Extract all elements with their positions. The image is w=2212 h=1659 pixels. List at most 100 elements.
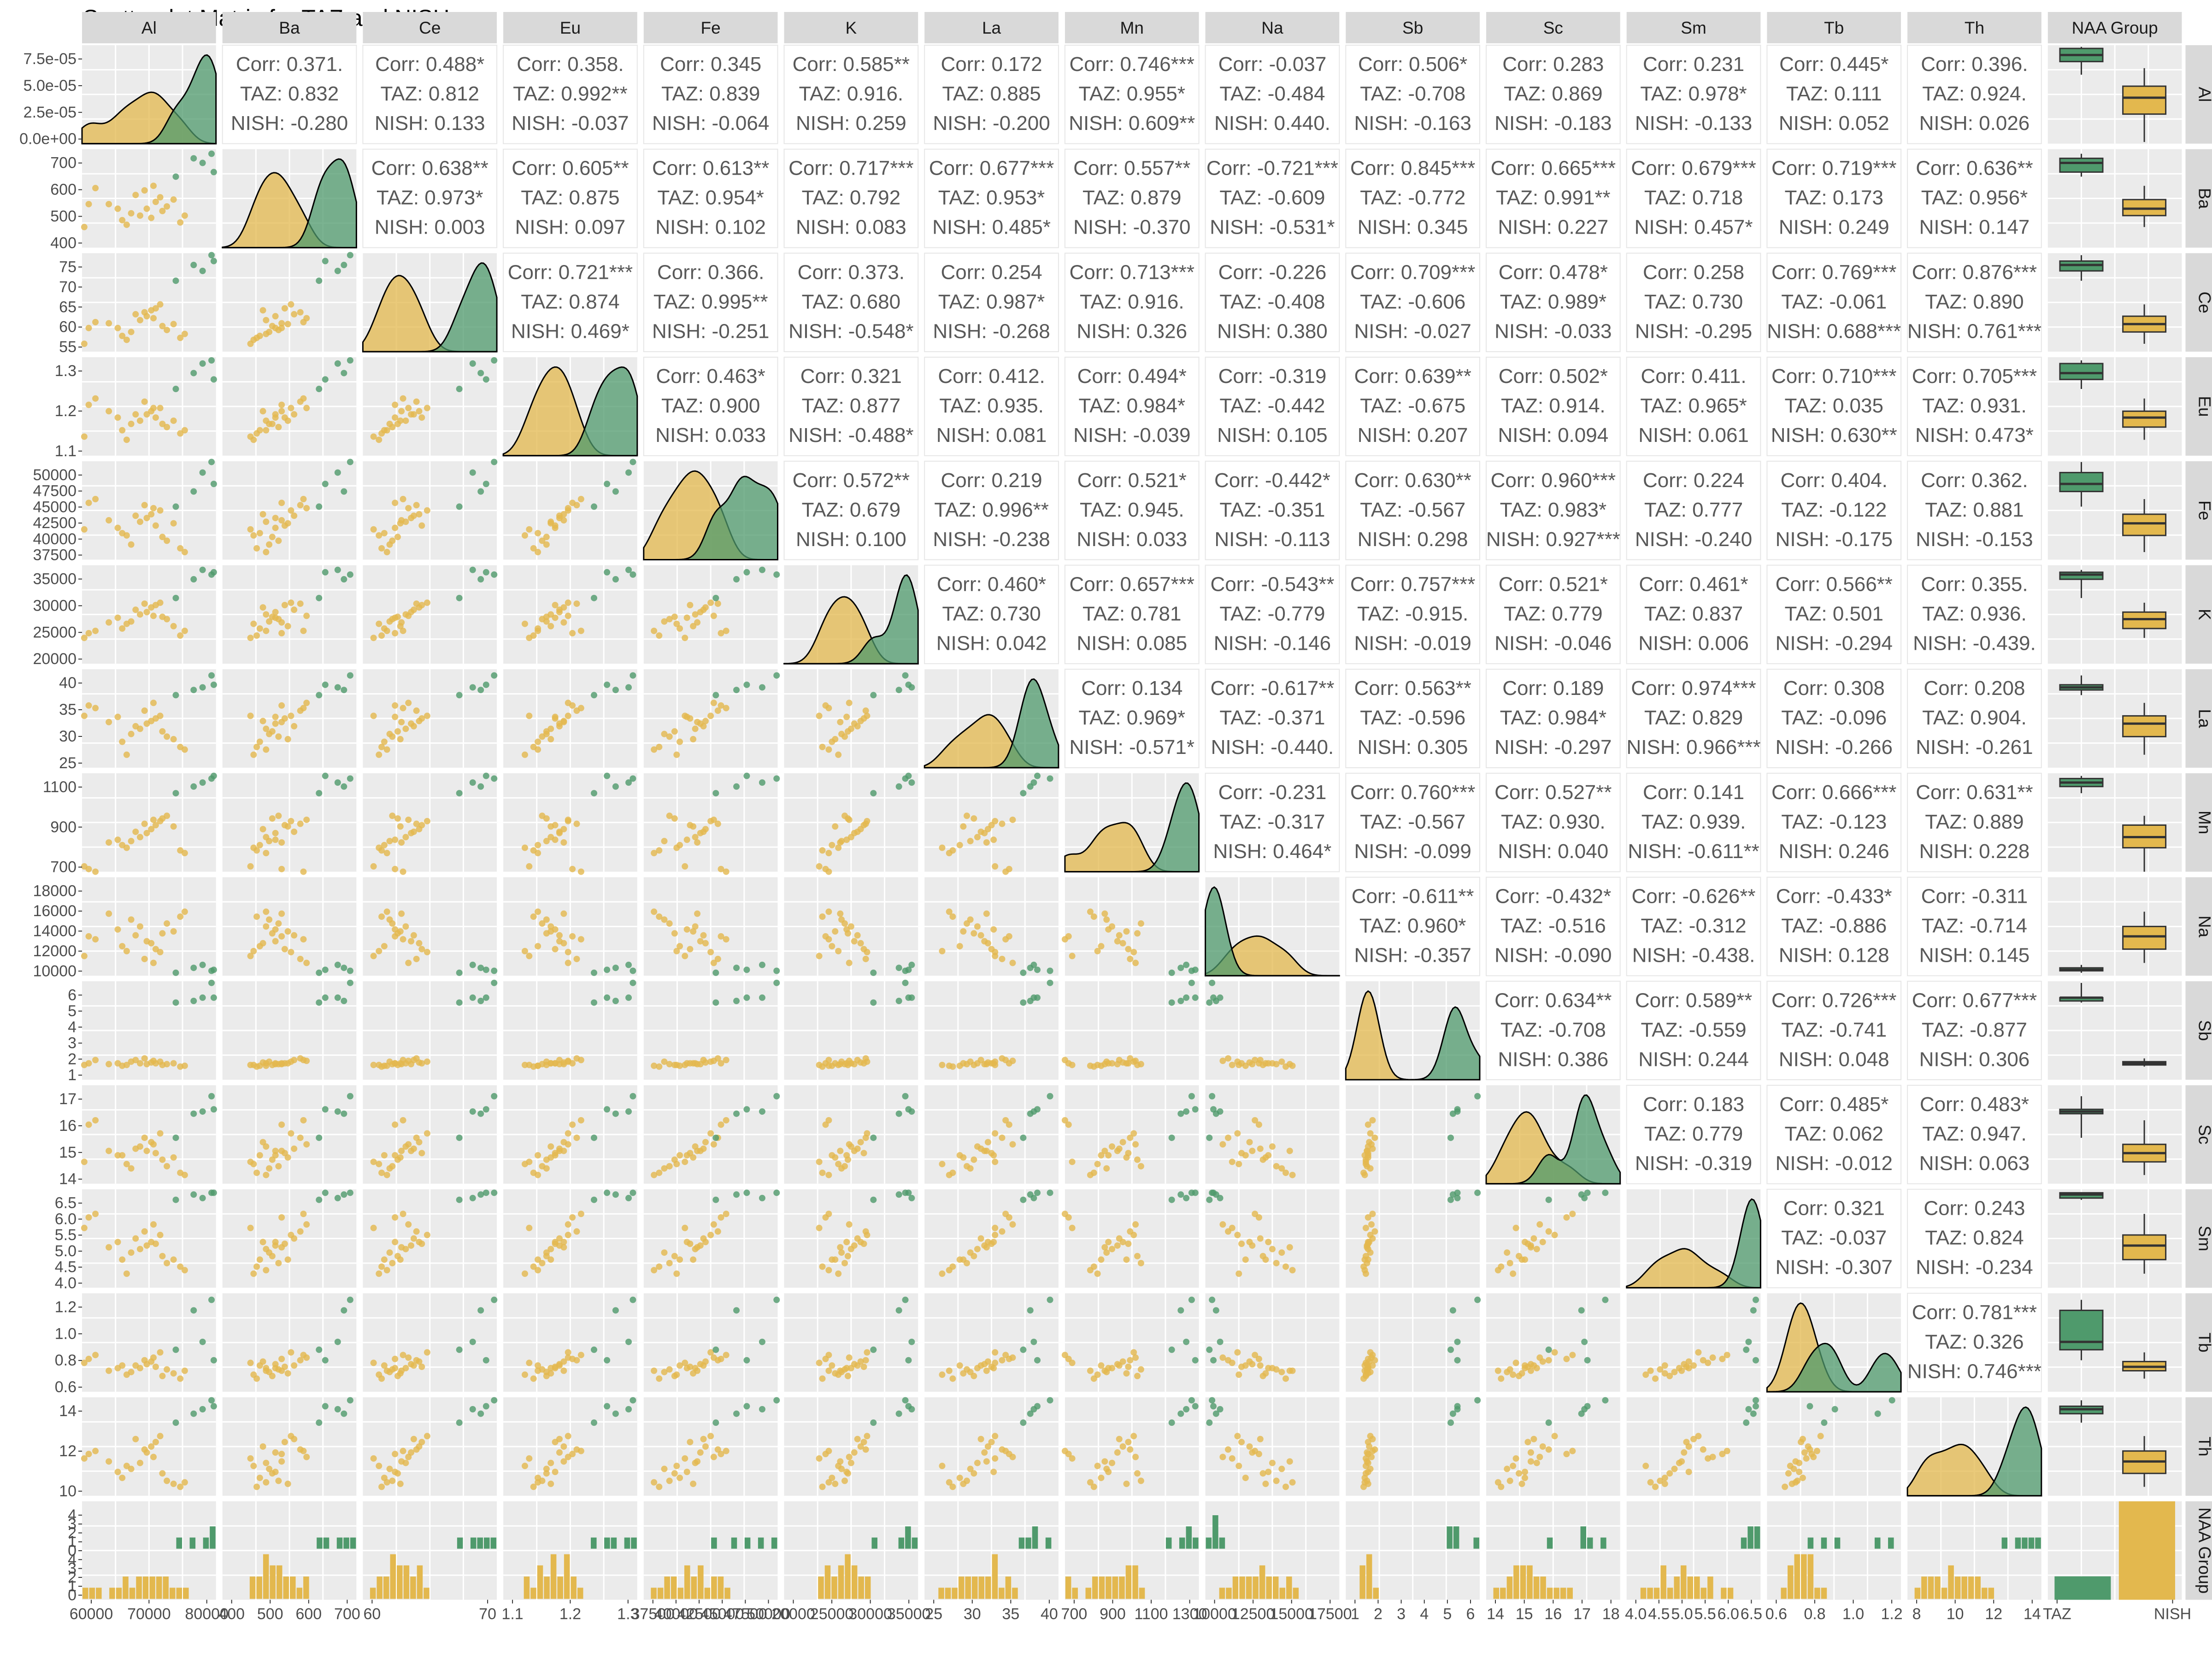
scatter-point-nish: [1282, 1263, 1289, 1270]
hist-bar: [1259, 1565, 1265, 1599]
corr-overall: Corr: 0.321: [800, 365, 902, 388]
box-nish: [2122, 611, 2167, 629]
scatter-point-nish: [263, 908, 270, 915]
corr-panel: [1205, 565, 1340, 665]
hist-bar: [1727, 1588, 1734, 1599]
scatter-point-taz: [482, 1357, 489, 1364]
corr-panel: [1205, 253, 1340, 353]
scatter-point-nish: [152, 522, 159, 529]
scatter-point-taz: [604, 481, 611, 488]
scatter-point-nish: [376, 1160, 382, 1167]
scatter-point-nish: [971, 1061, 977, 1068]
scatter-point-nish: [410, 723, 417, 729]
scatter-point-nish: [1249, 1147, 1256, 1154]
scatter-point-taz: [347, 1397, 353, 1404]
scatter-point-nish: [1094, 1371, 1101, 1378]
scatter-point-nish: [256, 738, 263, 745]
corr-nish: NISH: 0.688***: [1767, 320, 1901, 342]
scatter-point-taz: [199, 994, 206, 1001]
corr-panel: [1907, 565, 2042, 665]
scatter-point-taz: [199, 267, 206, 274]
scatter-point-nish: [81, 433, 88, 440]
scatter-point-nish: [148, 511, 155, 518]
scatter-point-taz: [1743, 1419, 1750, 1426]
scatter-point-nish: [259, 1239, 266, 1246]
scatter-point-nish: [1123, 1370, 1130, 1377]
scatter-point-taz: [604, 1189, 611, 1196]
row-label: K: [2195, 609, 2212, 620]
hist-bar: [343, 1537, 349, 1549]
scatter-point-nish: [164, 203, 171, 210]
scatter-point-nish: [1094, 1061, 1101, 1068]
scatter-point-taz: [895, 1410, 902, 1417]
scatter-point-taz: [1602, 1189, 1609, 1196]
scatter-point-nish: [984, 940, 991, 947]
y-tick-label: 35: [59, 701, 76, 718]
scatter-point-taz: [895, 965, 902, 971]
hist-bar: [1600, 1537, 1606, 1549]
hist-bar: [1005, 1577, 1012, 1599]
corr-nish: NISH: -0.099: [1354, 840, 1471, 863]
y-tick-label: 1.2: [55, 1298, 76, 1316]
corr-taz: TAZ: -0.559: [1641, 1018, 1747, 1041]
corr-panel: [783, 357, 919, 456]
hist-bar: [571, 1577, 577, 1599]
scatter-point-nish: [275, 1477, 282, 1484]
scatter-point-nish: [398, 517, 405, 524]
corr-nish: NISH: 0.440.: [1214, 112, 1330, 135]
scatter-point-nish: [822, 865, 829, 872]
scatter-point-nish: [1521, 1239, 1528, 1246]
corr-taz: TAZ: -0.317: [1219, 811, 1325, 833]
scatter-point-nish: [560, 1443, 567, 1450]
scatter-point-nish: [1518, 1370, 1525, 1377]
scatter-point-nish: [656, 1483, 663, 1490]
scatter-point-nish: [400, 1211, 406, 1218]
corr-nish: NISH: 0.609**: [1069, 112, 1195, 135]
scatter-point-nish: [181, 330, 188, 337]
scatter-point-nish: [288, 301, 294, 308]
scatter-point-nish: [565, 1231, 571, 1238]
scatter-point-taz: [1753, 1397, 1759, 1404]
scatter-point-nish: [157, 949, 164, 956]
scatter-point-taz: [612, 488, 619, 495]
corr-taz: TAZ: 0.916.: [1080, 290, 1184, 313]
scatter-point-taz: [1027, 965, 1034, 971]
scatter-point-nish: [687, 601, 694, 608]
scatter-point-nish: [398, 839, 405, 846]
scatter-point-nish: [424, 405, 430, 412]
corr-nish: NISH: -0.240: [1635, 528, 1752, 551]
scatter-point-nish: [181, 427, 188, 434]
scatter-point-nish: [837, 1458, 844, 1465]
scatter-point-nish: [661, 838, 668, 845]
scatter-point-taz: [1168, 999, 1175, 1006]
scatter-point-nish: [410, 1145, 417, 1152]
scatter-point-nish: [392, 1451, 399, 1458]
scatter-point-nish: [128, 1249, 135, 1256]
scatter-point-nish: [683, 1468, 690, 1475]
scatter-point-nish: [530, 913, 537, 920]
corr-nish: NISH: -0.234: [1916, 1256, 2033, 1279]
corr-taz: TAZ: 0.916.: [799, 82, 904, 105]
scatter-point-nish: [1563, 1451, 1570, 1458]
scatter-point-nish: [383, 908, 390, 915]
scatter-point-nish: [418, 715, 425, 722]
scatter-point-nish: [656, 1063, 663, 1070]
scatter-point-nish: [397, 736, 404, 743]
x-tick-label: 70000: [127, 1606, 171, 1623]
hist-bar: [530, 1588, 536, 1599]
corr-panel: [1064, 148, 1200, 248]
scatter-point-nish: [1246, 1358, 1253, 1365]
scatter-point-nish: [1367, 1130, 1374, 1137]
hist-bar: [1279, 1588, 1286, 1599]
scatter-point-nish: [269, 420, 276, 427]
scatter-point-nish: [1539, 1239, 1546, 1246]
scatter-point-nish: [543, 541, 550, 548]
scatter-point-nish: [106, 200, 112, 207]
corr-nish: NISH: 0.966***: [1627, 736, 1761, 759]
scatter-point-nish: [170, 1060, 177, 1067]
column-strip: [1205, 12, 1340, 43]
corr-overall: Corr: 0.258: [1643, 261, 1744, 283]
scatter-point-nish: [843, 836, 850, 843]
scatter-point-nish: [1234, 1349, 1241, 1356]
scatter-point-nish: [971, 930, 977, 937]
